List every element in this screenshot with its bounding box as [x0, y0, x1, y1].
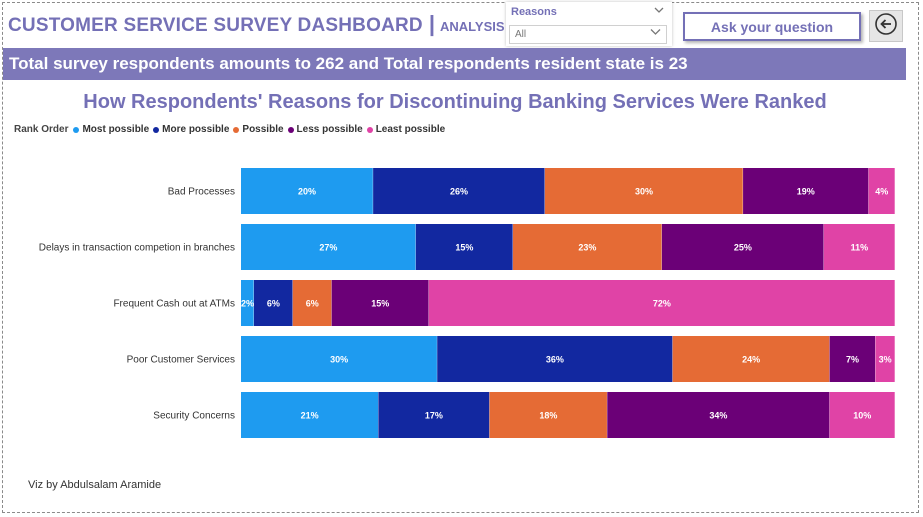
bar-segment[interactable]	[241, 224, 416, 270]
data-label: 23%	[578, 243, 596, 253]
credit-text: Viz by Abdulsalam Aramide	[28, 479, 162, 491]
legend-item[interactable]: Possible	[233, 124, 284, 135]
data-label: 3%	[879, 355, 892, 365]
chart-legend: Rank Order Most possible More possible P…	[14, 124, 449, 135]
dashboard-subtitle: ANALYSIS	[440, 19, 505, 34]
data-label: 7%	[846, 355, 859, 365]
bar-segment[interactable]	[241, 336, 437, 382]
bar-segment[interactable]	[868, 168, 895, 214]
bar-segment[interactable]	[489, 392, 607, 438]
bar-segment[interactable]	[823, 224, 895, 270]
dashboard-title: CUSTOMER SERVICE SURVEY DASHBOARD	[8, 15, 423, 36]
legend-title: Rank Order	[14, 124, 69, 135]
data-label: 2%	[241, 299, 254, 309]
summary-banner: Total survey respondents amounts to 262 …	[3, 48, 906, 80]
bar-segment[interactable]	[241, 168, 373, 214]
legend-label: Less possible	[296, 124, 363, 135]
data-label: 21%	[301, 411, 319, 421]
bar-segment[interactable]	[292, 280, 332, 326]
header: CUSTOMER SERVICE SURVEY DASHBOARD | ANAL…	[8, 11, 505, 37]
stacked-bar-chart: Bad Processes 20% 26% 30% 19% 4% Delays in tra…	[39, 168, 895, 438]
bar-segment[interactable]	[241, 280, 254, 326]
data-label: 19%	[797, 187, 815, 197]
bar-segment[interactable]	[607, 392, 830, 438]
legend-dot	[366, 126, 373, 133]
chevron-down-icon[interactable]	[654, 6, 664, 17]
data-label: 30%	[635, 187, 653, 197]
legend-dot	[73, 126, 80, 133]
bar-segment[interactable]	[829, 392, 895, 438]
chart-title: How Respondents' Reasons for Discontinui…	[83, 91, 827, 113]
slicer-label: Reasons	[511, 6, 557, 18]
title-separator: |	[428, 11, 435, 36]
legend-item[interactable]: Less possible	[287, 124, 363, 135]
data-label: 15%	[455, 243, 473, 253]
data-label: 20%	[298, 187, 316, 197]
bar-segment[interactable]	[512, 224, 662, 270]
legend-label: Least possible	[375, 124, 446, 135]
data-label: 30%	[330, 355, 348, 365]
bar-segment[interactable]	[241, 392, 379, 438]
legend-dot	[287, 126, 294, 133]
legend-label: More possible	[162, 124, 230, 135]
bar-segment[interactable]	[437, 336, 673, 382]
legend-label: Possible	[242, 124, 284, 135]
bar-segment[interactable]	[378, 392, 490, 438]
data-label: 17%	[425, 411, 443, 421]
legend-dot	[153, 126, 160, 133]
legend-item[interactable]: Least possible	[366, 124, 446, 135]
data-label: 24%	[742, 355, 760, 365]
bar-segment[interactable]	[253, 280, 293, 326]
bar-segment[interactable]	[544, 168, 743, 214]
data-label: 4%	[875, 187, 888, 197]
data-label: 26%	[450, 187, 468, 197]
data-label: 11%	[851, 243, 869, 253]
category-label: Security Concerns	[153, 411, 235, 422]
legend-label: Most possible	[82, 124, 150, 135]
data-label: 27%	[319, 243, 337, 253]
bar-segment[interactable]	[829, 336, 876, 382]
legend-dot	[233, 126, 240, 133]
category-label: Poor Customer Services	[127, 355, 235, 366]
bar-segment[interactable]	[875, 336, 895, 382]
slicer-selected-value: All	[515, 29, 527, 40]
data-label: 18%	[539, 411, 557, 421]
category-label: Delays in transaction competion in branc…	[39, 243, 235, 254]
data-label: 6%	[306, 299, 319, 309]
bar-segment[interactable]	[373, 168, 545, 214]
bar-segment[interactable]	[661, 224, 824, 270]
data-label: 15%	[371, 299, 389, 309]
bar-segment[interactable]	[415, 224, 513, 270]
reasons-dropdown[interactable]: All	[509, 25, 667, 44]
back-arrow-icon	[874, 12, 898, 41]
data-label: 10%	[853, 411, 871, 421]
data-label: 72%	[653, 299, 671, 309]
bar-segment[interactable]	[672, 336, 830, 382]
data-label: 6%	[267, 299, 280, 309]
category-label: Bad Processes	[168, 187, 235, 198]
data-label: 25%	[734, 243, 752, 253]
data-label: 34%	[709, 411, 727, 421]
legend-item[interactable]: More possible	[153, 124, 229, 135]
bar-segment[interactable]	[743, 168, 869, 214]
data-label: 36%	[546, 355, 564, 365]
bar-segment[interactable]	[428, 280, 895, 326]
bar-segment[interactable]	[331, 280, 429, 326]
chevron-down-icon	[650, 28, 661, 39]
ask-question-button[interactable]: Ask your question	[683, 12, 861, 41]
back-button[interactable]	[869, 10, 903, 42]
legend-item[interactable]: Most possible	[73, 124, 149, 135]
reasons-slicer[interactable]: Reasons All	[506, 2, 672, 46]
category-label: Frequent Cash out at ATMs	[113, 299, 235, 310]
